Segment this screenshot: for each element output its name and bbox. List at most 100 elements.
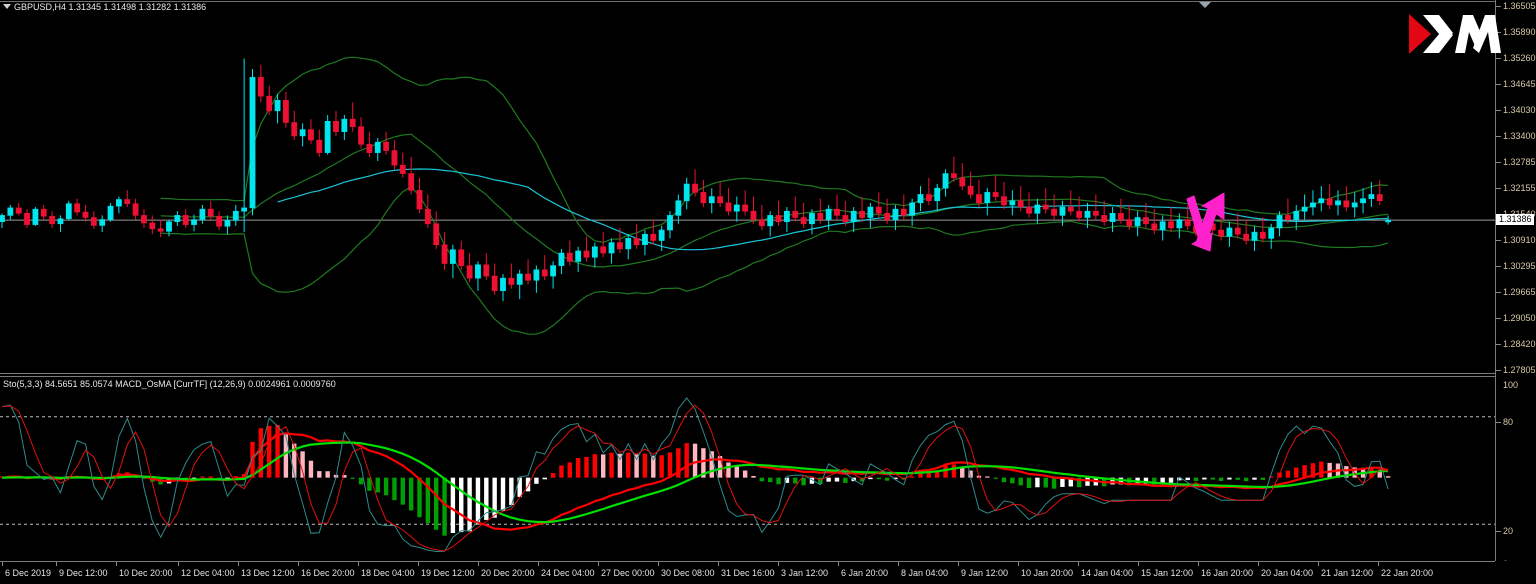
time-tick	[1318, 562, 1319, 566]
indicator-level-label: 100	[1503, 380, 1519, 390]
price-tick-label: 1.32785	[1503, 157, 1536, 167]
price-tick-label: 1.29665	[1503, 287, 1536, 297]
time-tick	[718, 562, 719, 566]
price-tick	[1496, 84, 1501, 85]
indicator-tick	[1496, 422, 1501, 423]
time-tick	[1078, 562, 1079, 566]
price-tick	[1496, 318, 1501, 319]
triangle-down-icon[interactable]	[3, 4, 11, 9]
time-axis[interactable]: 6 Dec 2019 9 Dec 12:00 10 Dec 20:00 12 Dec …	[0, 561, 1536, 584]
price-tick-label: 1.33400	[1503, 131, 1536, 141]
price-chart-pane[interactable]	[0, 0, 1495, 373]
triangle-down-handle-icon[interactable]	[1199, 2, 1212, 8]
time-tick-label: 16 Dec 20:00	[301, 568, 355, 578]
price-tick	[1496, 58, 1501, 59]
time-tick-label: 20 Jan 04:00	[1261, 568, 1314, 578]
time-tick-label: 18 Dec 04:00	[361, 568, 415, 578]
time-tick	[778, 562, 779, 566]
price-tick	[1496, 136, 1501, 137]
time-tick	[658, 562, 659, 566]
time-tick	[598, 562, 599, 566]
price-scale[interactable]: 1.36505 1.35890 1.35260 1.34645 1.34030 1.334…	[1495, 0, 1536, 584]
time-tick	[358, 562, 359, 566]
stochastic-d-line	[1, 404, 1389, 552]
time-tick	[1378, 562, 1379, 566]
time-tick-label: 15 Jan 12:00	[1141, 568, 1194, 578]
time-tick-label: 20 Dec 20:00	[481, 568, 535, 578]
time-tick-label: 3 Jan 12:00	[781, 568, 829, 578]
time-tick	[298, 562, 299, 566]
time-tick-label: 10 Dec 20:00	[119, 568, 173, 578]
price-tick-label: 1.27805	[1503, 365, 1536, 375]
time-tick-label: 6 Dec 2019	[5, 568, 52, 578]
indicator-pane[interactable]	[0, 377, 1495, 561]
time-tick	[958, 562, 959, 566]
time-tick-label: 21 Jan 12:00	[1321, 568, 1374, 578]
time-tick-label: 6 Jan 20:00	[841, 568, 889, 578]
time-tick-label: 14 Jan 04:00	[1081, 568, 1134, 578]
price-tick	[1496, 240, 1501, 241]
indicator-level-label: 20	[1503, 526, 1514, 536]
price-scale-line	[1495, 0, 1496, 584]
indicator-tick	[1496, 531, 1501, 532]
price-tick	[1496, 32, 1501, 33]
indicator-title-label: Sto(5,3,3) 84.5651 85.0574 MACD_OsMA [Cu…	[3, 379, 336, 389]
pane-splitter[interactable]	[0, 373, 1495, 377]
time-tick-label: 27 Dec 00:00	[601, 568, 655, 578]
price-tick-label: 1.35260	[1503, 53, 1536, 63]
price-tick-label: 1.30910	[1503, 235, 1536, 245]
time-tick	[1258, 562, 1259, 566]
time-tick-label: 22 Jan 20:00	[1381, 568, 1434, 578]
time-tick	[178, 562, 179, 566]
pane-top-divider	[0, 1, 1495, 2]
time-tick	[538, 562, 539, 566]
price-tick	[1496, 110, 1501, 111]
time-tick	[56, 562, 57, 566]
time-tick-label: 30 Dec 08:00	[661, 568, 715, 578]
price-chart-canvas	[0, 56, 1495, 335]
time-tick	[898, 562, 899, 566]
time-tick	[1018, 562, 1019, 566]
time-tick	[2, 562, 3, 566]
price-tick	[1496, 292, 1501, 293]
time-tick	[116, 562, 117, 566]
bollinger-lower	[160, 185, 1389, 335]
time-tick-label: 13 Dec 12:00	[241, 568, 295, 578]
price-tick	[1496, 188, 1501, 189]
time-tick-label: 9 Jan 12:00	[961, 568, 1009, 578]
price-tick-label: 1.35890	[1503, 27, 1536, 37]
xm-logo	[1409, 14, 1501, 54]
indicator-level-label: 80	[1503, 417, 1514, 427]
bollinger-middle	[160, 133, 1389, 268]
time-tick-label: 16 Jan 20:00	[1201, 568, 1254, 578]
symbol-ohlc-label: GBPUSD,H4 1.31345 1.31498 1.31282 1.3138…	[14, 2, 207, 12]
indicator-canvas	[0, 397, 1495, 553]
time-tick-label: 12 Dec 04:00	[181, 568, 235, 578]
current-price-tag: 1.31386	[1496, 214, 1534, 225]
time-tick-label: 19 Dec 12:00	[421, 568, 475, 578]
price-tick	[1496, 344, 1501, 345]
time-tick-label: 8 Jan 04:00	[901, 568, 949, 578]
time-tick-label: 9 Dec 12:00	[59, 568, 108, 578]
price-tick-label: 1.36505	[1503, 1, 1536, 11]
time-tick-label: 10 Jan 20:00	[1021, 568, 1074, 578]
price-tick-label: 1.28420	[1503, 339, 1536, 349]
price-tick-label: 1.30295	[1503, 261, 1536, 271]
price-tick-label: 1.34030	[1503, 105, 1536, 115]
time-tick	[838, 562, 839, 566]
time-tick	[1198, 562, 1199, 566]
chart-header: GBPUSD,H4 1.31345 1.31498 1.31282 1.3138…	[0, 0, 1495, 13]
time-axis-line	[0, 561, 1495, 562]
time-tick	[418, 562, 419, 566]
price-tick	[1496, 370, 1501, 371]
price-tick-label: 1.32155	[1503, 183, 1536, 193]
price-tick	[1496, 162, 1501, 163]
time-tick-label: 31 Dec 16:00	[721, 568, 775, 578]
price-tick-label: 1.29050	[1503, 313, 1536, 323]
time-tick	[1138, 562, 1139, 566]
price-tick-label: 1.34645	[1503, 79, 1536, 89]
candlestick-series	[0, 58, 1391, 302]
time-tick	[238, 562, 239, 566]
price-tick	[1496, 266, 1501, 267]
